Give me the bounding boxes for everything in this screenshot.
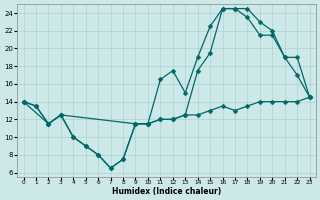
X-axis label: Humidex (Indice chaleur): Humidex (Indice chaleur) bbox=[112, 187, 221, 196]
